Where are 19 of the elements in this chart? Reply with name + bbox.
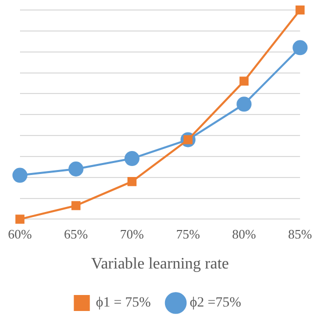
x-tick-label: 75% xyxy=(176,226,200,242)
point xyxy=(127,177,137,186)
x-tick-label: 70% xyxy=(120,226,144,242)
x-tick-label: 60% xyxy=(8,226,32,242)
x-tick-label: 80% xyxy=(232,226,256,242)
legend-label: ϕ2 =75% xyxy=(190,296,242,311)
legend-label: ϕ1 = 75% xyxy=(96,296,152,311)
point xyxy=(15,214,24,224)
point xyxy=(68,161,84,176)
x-tick-label: 85% xyxy=(288,226,312,242)
point xyxy=(296,5,305,15)
point xyxy=(292,40,308,56)
point xyxy=(12,168,28,183)
point xyxy=(124,151,140,166)
point xyxy=(71,201,80,210)
x-axis-title: Variable learning rate xyxy=(91,256,229,273)
x-tick-label: 65% xyxy=(64,226,88,242)
point xyxy=(236,96,252,112)
point xyxy=(240,76,249,86)
